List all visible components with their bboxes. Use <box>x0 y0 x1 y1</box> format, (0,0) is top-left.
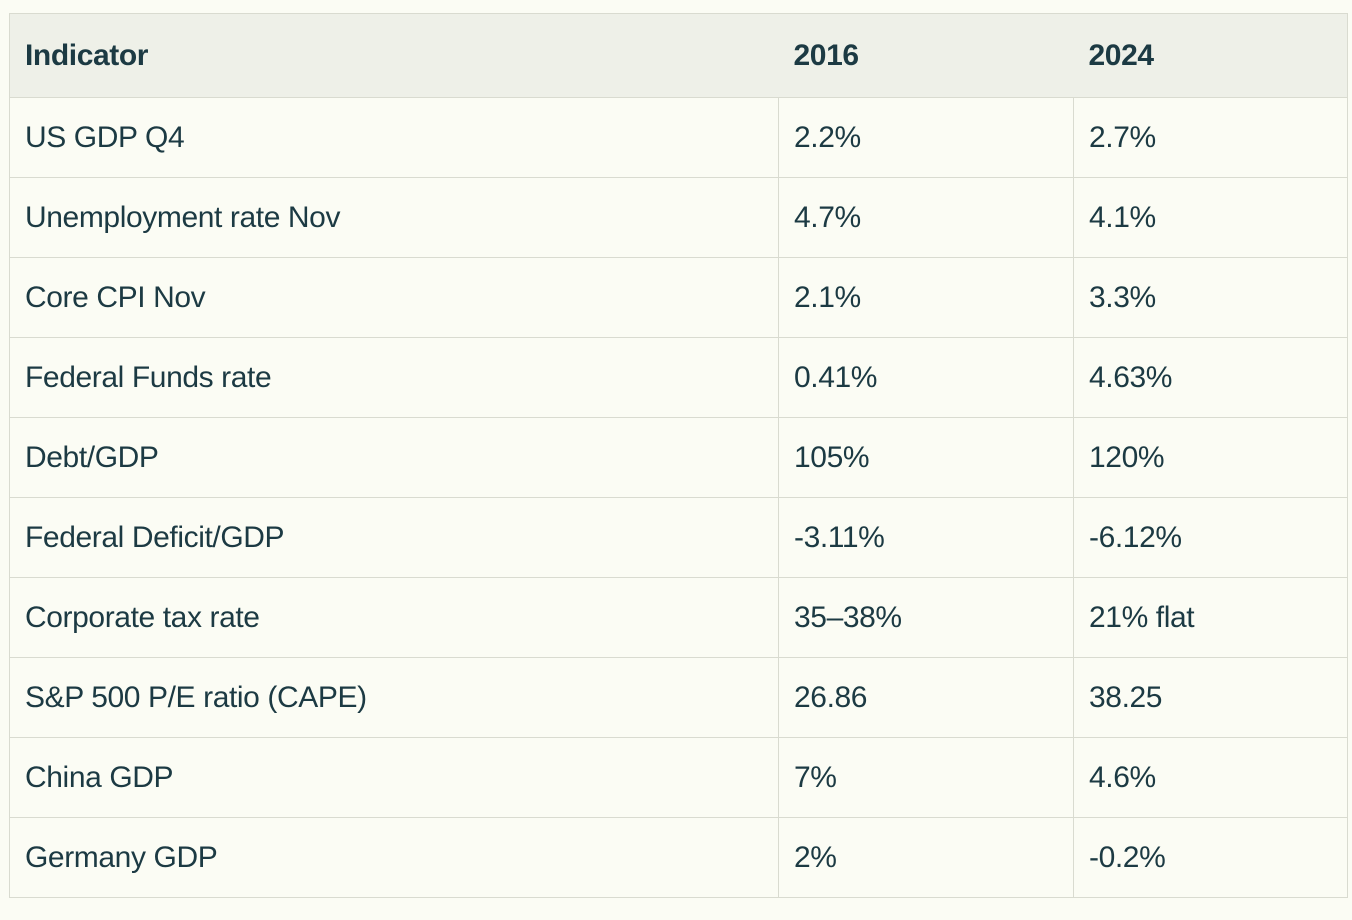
column-header-2024: 2024 <box>1073 13 1348 98</box>
value-2024-cell: 38.25 <box>1073 657 1348 738</box>
value-2024-cell: -6.12% <box>1073 497 1348 578</box>
indicator-cell: Federal Funds rate <box>9 337 779 418</box>
indicator-cell: US GDP Q4 <box>9 97 779 178</box>
table-row: China GDP 7% 4.6% <box>9 737 1348 818</box>
value-2016-cell: 2% <box>778 817 1074 898</box>
value-2024-cell: 2.7% <box>1073 97 1348 178</box>
value-2024-cell: 3.3% <box>1073 257 1348 338</box>
table-body: US GDP Q4 2.2% 2.7% Unemployment rate Nov 4.… <box>9 97 1348 898</box>
indicator-cell: Federal Deficit/GDP <box>9 497 779 578</box>
value-2016-cell: 7% <box>778 737 1074 818</box>
value-2016-cell: 2.2% <box>778 97 1074 178</box>
indicator-cell: Unemployment rate Nov <box>9 177 779 258</box>
table-row: Core CPI Nov 2.1% 3.3% <box>9 257 1348 338</box>
value-2016-cell: 105% <box>778 417 1074 498</box>
column-header-2016: 2016 <box>778 13 1074 98</box>
indicator-cell: Germany GDP <box>9 817 779 898</box>
value-2024-cell: 4.6% <box>1073 737 1348 818</box>
table-row: Germany GDP 2% -0.2% <box>9 817 1348 898</box>
table-row: Federal Deficit/GDP -3.11% -6.12% <box>9 497 1348 578</box>
table-row: Debt/GDP 105% 120% <box>9 417 1348 498</box>
value-2016-cell: 0.41% <box>778 337 1074 418</box>
table-row: Unemployment rate Nov 4.7% 4.1% <box>9 177 1348 258</box>
value-2016-cell: 35–38% <box>778 577 1074 658</box>
table-header-row: Indicator 2016 2024 <box>9 13 1348 98</box>
table-row: US GDP Q4 2.2% 2.7% <box>9 97 1348 178</box>
indicator-cell: Debt/GDP <box>9 417 779 498</box>
value-2024-cell: 21% flat <box>1073 577 1348 658</box>
page: Indicator 2016 2024 US GDP Q4 2.2% 2.7% Une… <box>9 13 1348 898</box>
indicators-comparison-table: Indicator 2016 2024 US GDP Q4 2.2% 2.7% Une… <box>9 13 1348 898</box>
column-header-indicator: Indicator <box>9 13 779 98</box>
value-2024-cell: 4.1% <box>1073 177 1348 258</box>
table-row: S&P 500 P/E ratio (CAPE) 26.86 38.25 <box>9 657 1348 738</box>
value-2016-cell: 2.1% <box>778 257 1074 338</box>
indicator-cell: Core CPI Nov <box>9 257 779 338</box>
indicator-cell: S&P 500 P/E ratio (CAPE) <box>9 657 779 738</box>
table-row: Corporate tax rate 35–38% 21% flat <box>9 577 1348 658</box>
value-2016-cell: 4.7% <box>778 177 1074 258</box>
indicator-cell: Corporate tax rate <box>9 577 779 658</box>
value-2016-cell: 26.86 <box>778 657 1074 738</box>
value-2024-cell: 120% <box>1073 417 1348 498</box>
indicator-cell: China GDP <box>9 737 779 818</box>
value-2024-cell: 4.63% <box>1073 337 1348 418</box>
table-row: Federal Funds rate 0.41% 4.63% <box>9 337 1348 418</box>
value-2024-cell: -0.2% <box>1073 817 1348 898</box>
value-2016-cell: -3.11% <box>778 497 1074 578</box>
